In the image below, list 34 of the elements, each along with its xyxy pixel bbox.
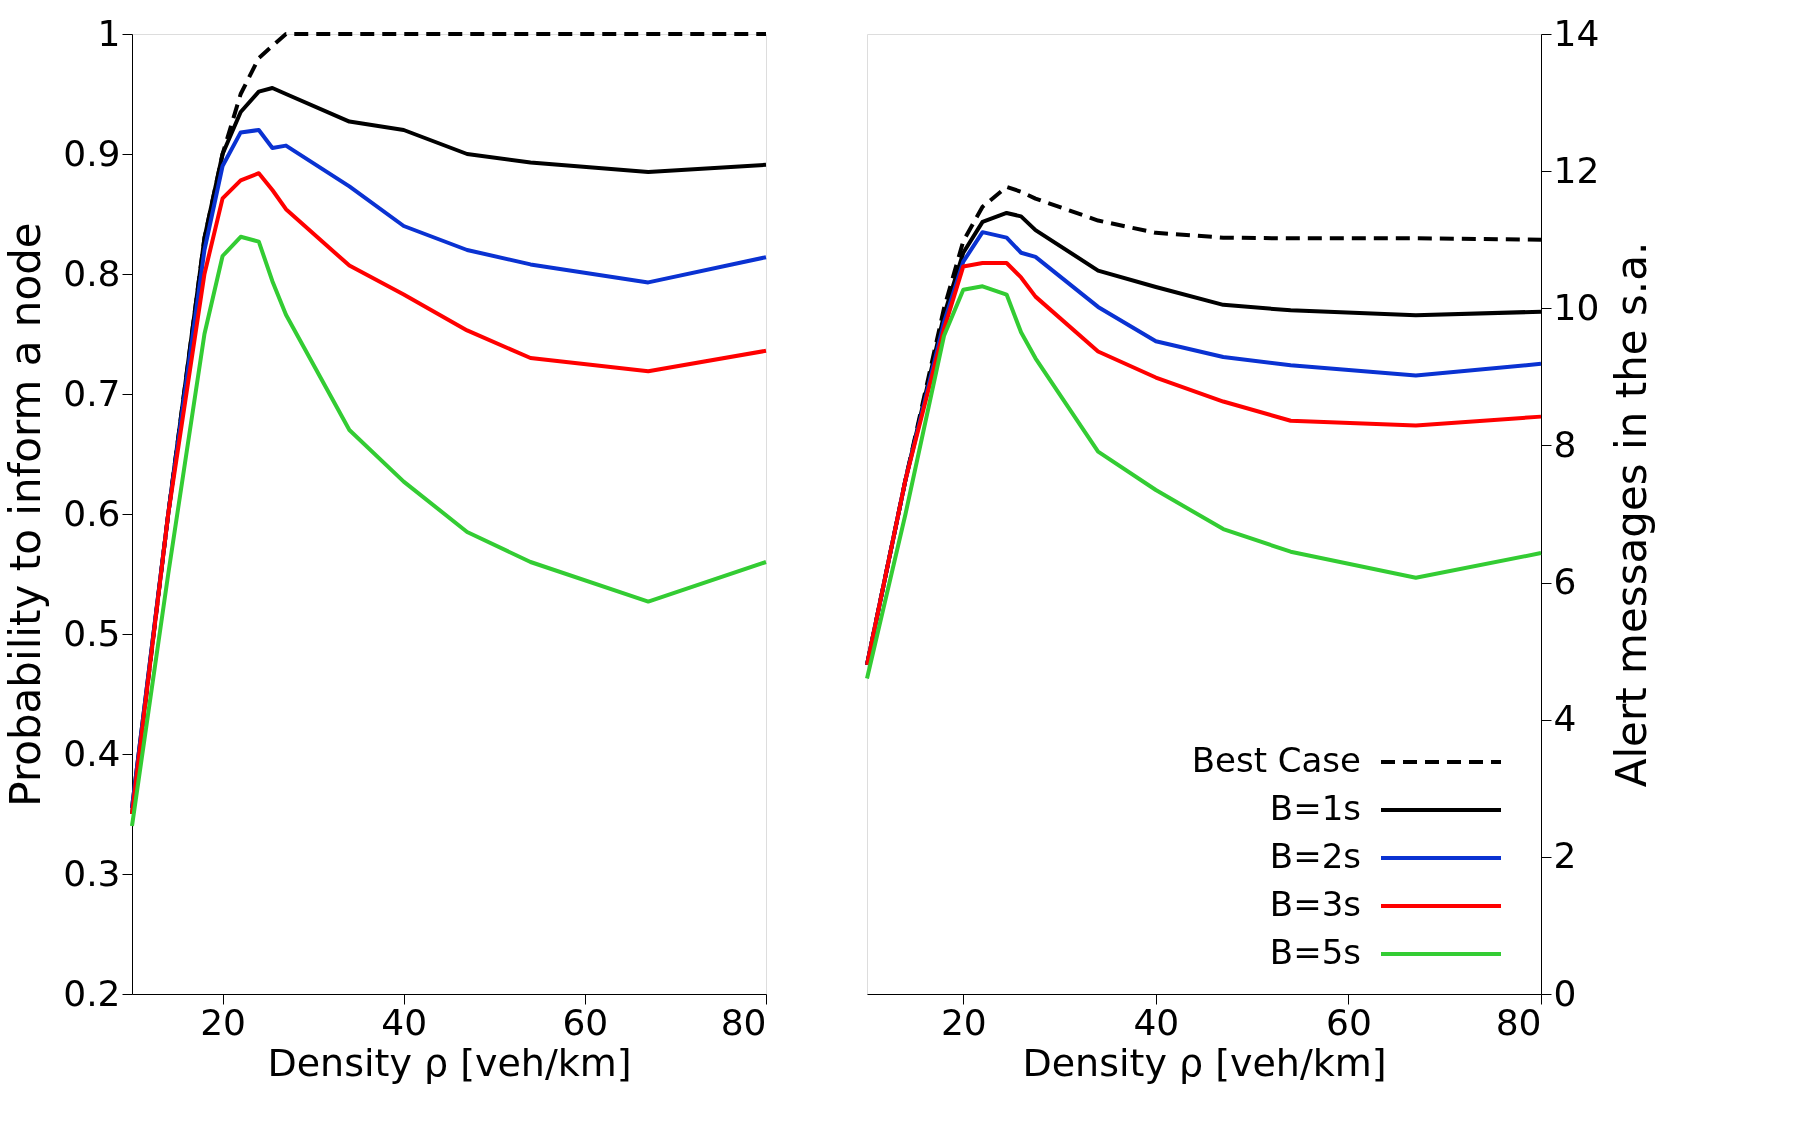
y-tick-label: 0.3 xyxy=(63,852,121,894)
x-axis-title: Density ρ [veh/km] xyxy=(1022,1040,1387,1085)
y-tick-label: 0.9 xyxy=(63,132,121,174)
x-tick-label: 80 xyxy=(1495,1001,1542,1043)
y-tick-label: 0.7 xyxy=(63,372,121,414)
legend-label: B=3s xyxy=(1269,884,1361,924)
legend-label: Best Case xyxy=(1191,740,1361,780)
y2-tick-label: 2 xyxy=(1553,835,1577,877)
legend-label: B=5s xyxy=(1269,932,1361,972)
x-tick-label: 60 xyxy=(1326,1001,1372,1043)
x-axis-title: Density ρ [veh/km] xyxy=(267,1040,632,1085)
x-tick-label: 60 xyxy=(562,1001,609,1043)
y-tick-label: 0.2 xyxy=(63,972,121,1014)
x-tick-label: 40 xyxy=(1133,1001,1180,1043)
y2-tick-label: 0 xyxy=(1553,972,1577,1014)
y2-tick-label: 14 xyxy=(1553,12,1600,54)
y2-tick-label: 6 xyxy=(1553,561,1577,603)
y2-tick-label: 12 xyxy=(1553,149,1600,191)
y-tick-label: 0.8 xyxy=(63,252,121,294)
y2-tick-label: 4 xyxy=(1553,698,1577,740)
y2-axis-title: Alert messages in the s.a. xyxy=(1607,241,1657,788)
y2-tick-label: 10 xyxy=(1553,286,1600,328)
y-tick-label: 1 xyxy=(97,12,121,54)
x-tick-label: 40 xyxy=(381,1001,428,1043)
legend-label: B=1s xyxy=(1269,788,1361,828)
y-axis-title: Probability to inform a node xyxy=(1,222,51,807)
x-tick-label: 20 xyxy=(940,1001,987,1043)
legend-label: B=2s xyxy=(1269,836,1361,876)
x-tick-label: 20 xyxy=(200,1001,246,1043)
x-tick-label: 80 xyxy=(720,1001,767,1043)
y2-tick-label: 8 xyxy=(1553,423,1577,465)
y-tick-label: 0.6 xyxy=(63,492,121,534)
y-tick-label: 0.5 xyxy=(63,612,121,654)
y-tick-label: 0.4 xyxy=(63,732,121,774)
